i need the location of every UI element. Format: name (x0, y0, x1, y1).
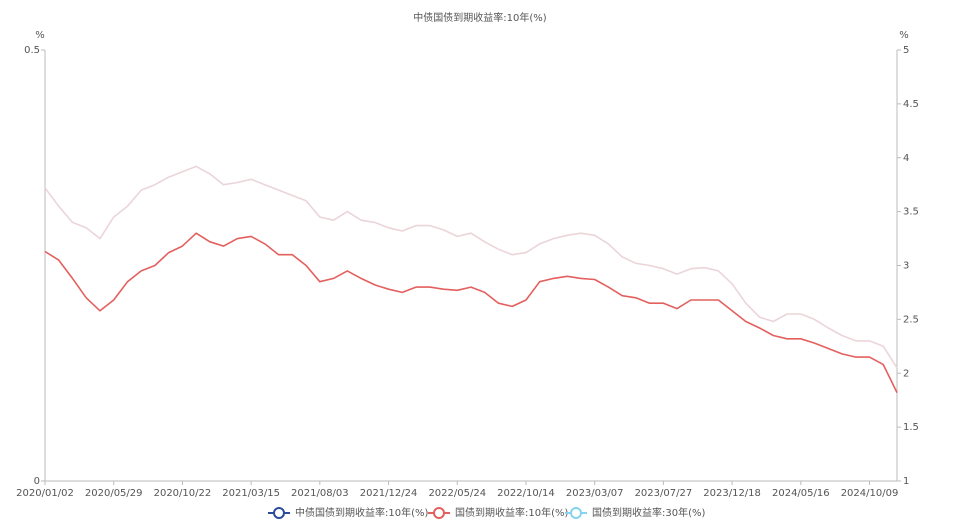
legend-label: 中债国债到期收益率:10年(%) (295, 506, 428, 519)
x-tick-label: 2024/05/16 (772, 488, 830, 499)
legend-label: 国债到期收益率:10年(%) (455, 506, 568, 519)
x-tick-label: 2020/10/22 (154, 488, 212, 499)
x-tick-label: 2023/12/18 (703, 488, 761, 499)
x-tick-label: 2021/08/03 (291, 488, 349, 499)
y2-tick-label: 1 (903, 476, 909, 487)
x-tick-label: 2020/01/02 (16, 488, 74, 499)
y-tick-label: 0.5 (24, 45, 40, 56)
x-tick-label: 2021/03/15 (222, 488, 280, 499)
y2-tick-label: 2.5 (903, 314, 919, 325)
x-tick-label: 2020/05/29 (85, 488, 143, 499)
y2-unit: % (899, 30, 909, 41)
x-tick-label: 2023/03/07 (566, 488, 624, 499)
x-tick-label: 2022/05/24 (428, 488, 486, 499)
series-line (44, 165, 898, 369)
x-tick-label: 2023/07/27 (635, 488, 693, 499)
legend-marker (273, 507, 285, 519)
y2-tick-label: 3 (903, 261, 909, 272)
y2-tick-label: 1.5 (903, 422, 919, 433)
y2-tick-label: 2 (903, 368, 909, 379)
y-tick-label: 0 (34, 476, 40, 487)
y2-tick-label: 4 (903, 153, 909, 164)
y2-tick-label: 4.5 (903, 99, 919, 110)
x-tick-label: 2021/12/24 (360, 488, 418, 499)
y-unit: % (35, 30, 45, 41)
x-tick-label: 2024/10/09 (841, 488, 899, 499)
legend-label: 国债到期收益率:30年(%) (592, 506, 705, 519)
x-tick-label: 2022/10/14 (497, 488, 555, 499)
series-line (44, 232, 898, 393)
legend-marker (570, 507, 582, 519)
chart-title: 中债国债到期收益率:10年(%) (413, 11, 546, 24)
y2-tick-label: 5 (903, 45, 909, 56)
y2-tick-label: 3.5 (903, 207, 919, 218)
legend-marker (433, 507, 445, 519)
